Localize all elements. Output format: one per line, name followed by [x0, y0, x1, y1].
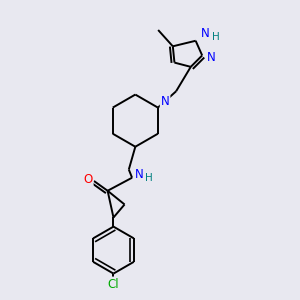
Text: Cl: Cl [108, 278, 119, 290]
Text: H: H [145, 173, 153, 183]
Text: H: H [212, 32, 220, 42]
Text: N: N [201, 27, 210, 40]
Text: N: N [135, 168, 144, 181]
Text: N: N [207, 51, 216, 64]
Text: N: N [161, 95, 170, 108]
Text: O: O [83, 172, 93, 185]
